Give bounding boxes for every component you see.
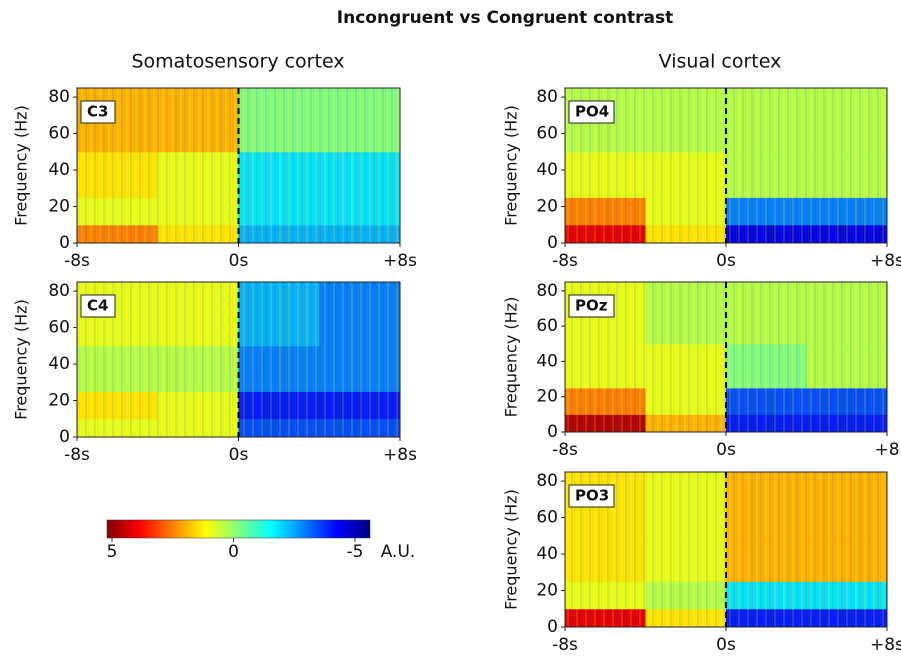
x-tick-label: -8s	[64, 251, 90, 271]
colorbar-tick-label: -5	[347, 542, 364, 562]
y-tick-label: 0	[547, 617, 558, 637]
y-tick-label: 60	[48, 318, 70, 338]
y-tick-label: 60	[536, 508, 558, 528]
colorbar-tick-label: 0	[228, 542, 239, 562]
x-tick-label: 0s	[229, 445, 249, 465]
y-axis-label: Frequency (Hz)	[502, 105, 521, 226]
y-tick-label: 80	[536, 87, 558, 107]
y-tick-label: 20	[48, 197, 70, 217]
y-tick-label: 40	[48, 160, 70, 180]
figure-title: Incongruent vs Congruent contrast	[337, 8, 673, 28]
y-tick-label: 0	[547, 422, 558, 442]
y-tick-label: 40	[536, 351, 558, 371]
y-tick-label: 80	[48, 87, 70, 107]
x-tick-label: +8s	[383, 251, 417, 271]
panel-label: C4	[87, 297, 108, 315]
y-tick-label: 20	[536, 387, 558, 407]
panel-label: PO4	[575, 103, 609, 121]
y-tick-label: 0	[59, 427, 70, 447]
y-tick-label: 80	[536, 281, 558, 301]
panel-label-box	[80, 100, 116, 124]
y-axis-label: Frequency (Hz)	[502, 297, 521, 418]
colorbar-unit: A.U.	[381, 542, 416, 562]
colorbar-tick-label: 5	[107, 542, 118, 562]
y-tick-label: 0	[547, 233, 558, 253]
x-tick-label: -8s	[552, 251, 578, 271]
panel-label-box	[568, 100, 615, 124]
panel-label-box	[568, 484, 615, 508]
y-tick-label: 60	[48, 124, 70, 144]
x-tick-label: 0s	[716, 251, 736, 271]
y-tick-label: 40	[536, 544, 558, 564]
x-tick-label: 0s	[716, 635, 736, 655]
y-tick-label: 40	[536, 160, 558, 180]
y-tick-label: 60	[536, 124, 558, 144]
x-tick-label: -8s	[552, 440, 578, 460]
y-tick-label: 80	[536, 471, 558, 491]
x-tick-label: 0s	[716, 440, 736, 460]
panel-label: PO3	[575, 487, 609, 505]
y-tick-label: 80	[48, 281, 70, 301]
x-tick-label: 0s	[229, 251, 249, 271]
panel-label: POz	[575, 297, 608, 315]
panel-label: C3	[87, 103, 108, 121]
y-tick-label: 20	[48, 391, 70, 411]
panel-label-box	[568, 294, 615, 318]
y-tick-label: 20	[536, 197, 558, 217]
y-axis-label: Frequency (Hz)	[502, 489, 521, 610]
y-tick-label: 0	[59, 233, 70, 253]
colorbar	[106, 519, 371, 539]
panel-label-box	[80, 294, 116, 318]
y-tick-label: 40	[48, 354, 70, 374]
x-tick-label: +8s	[383, 445, 417, 465]
x-tick-label: -8s	[64, 445, 90, 465]
y-axis-label: Frequency (Hz)	[12, 105, 31, 226]
x-tick-label: +8	[874, 440, 899, 460]
x-tick-label: -8s	[552, 635, 578, 655]
y-tick-label: 60	[536, 316, 558, 336]
column-header: Somatosensory cortex	[131, 51, 344, 73]
y-axis-label: Frequency (Hz)	[12, 299, 31, 420]
column-header: Visual cortex	[659, 51, 782, 73]
y-tick-label: 20	[536, 581, 558, 601]
x-tick-label: +8s	[870, 635, 901, 655]
x-tick-label: +8s	[870, 251, 901, 271]
